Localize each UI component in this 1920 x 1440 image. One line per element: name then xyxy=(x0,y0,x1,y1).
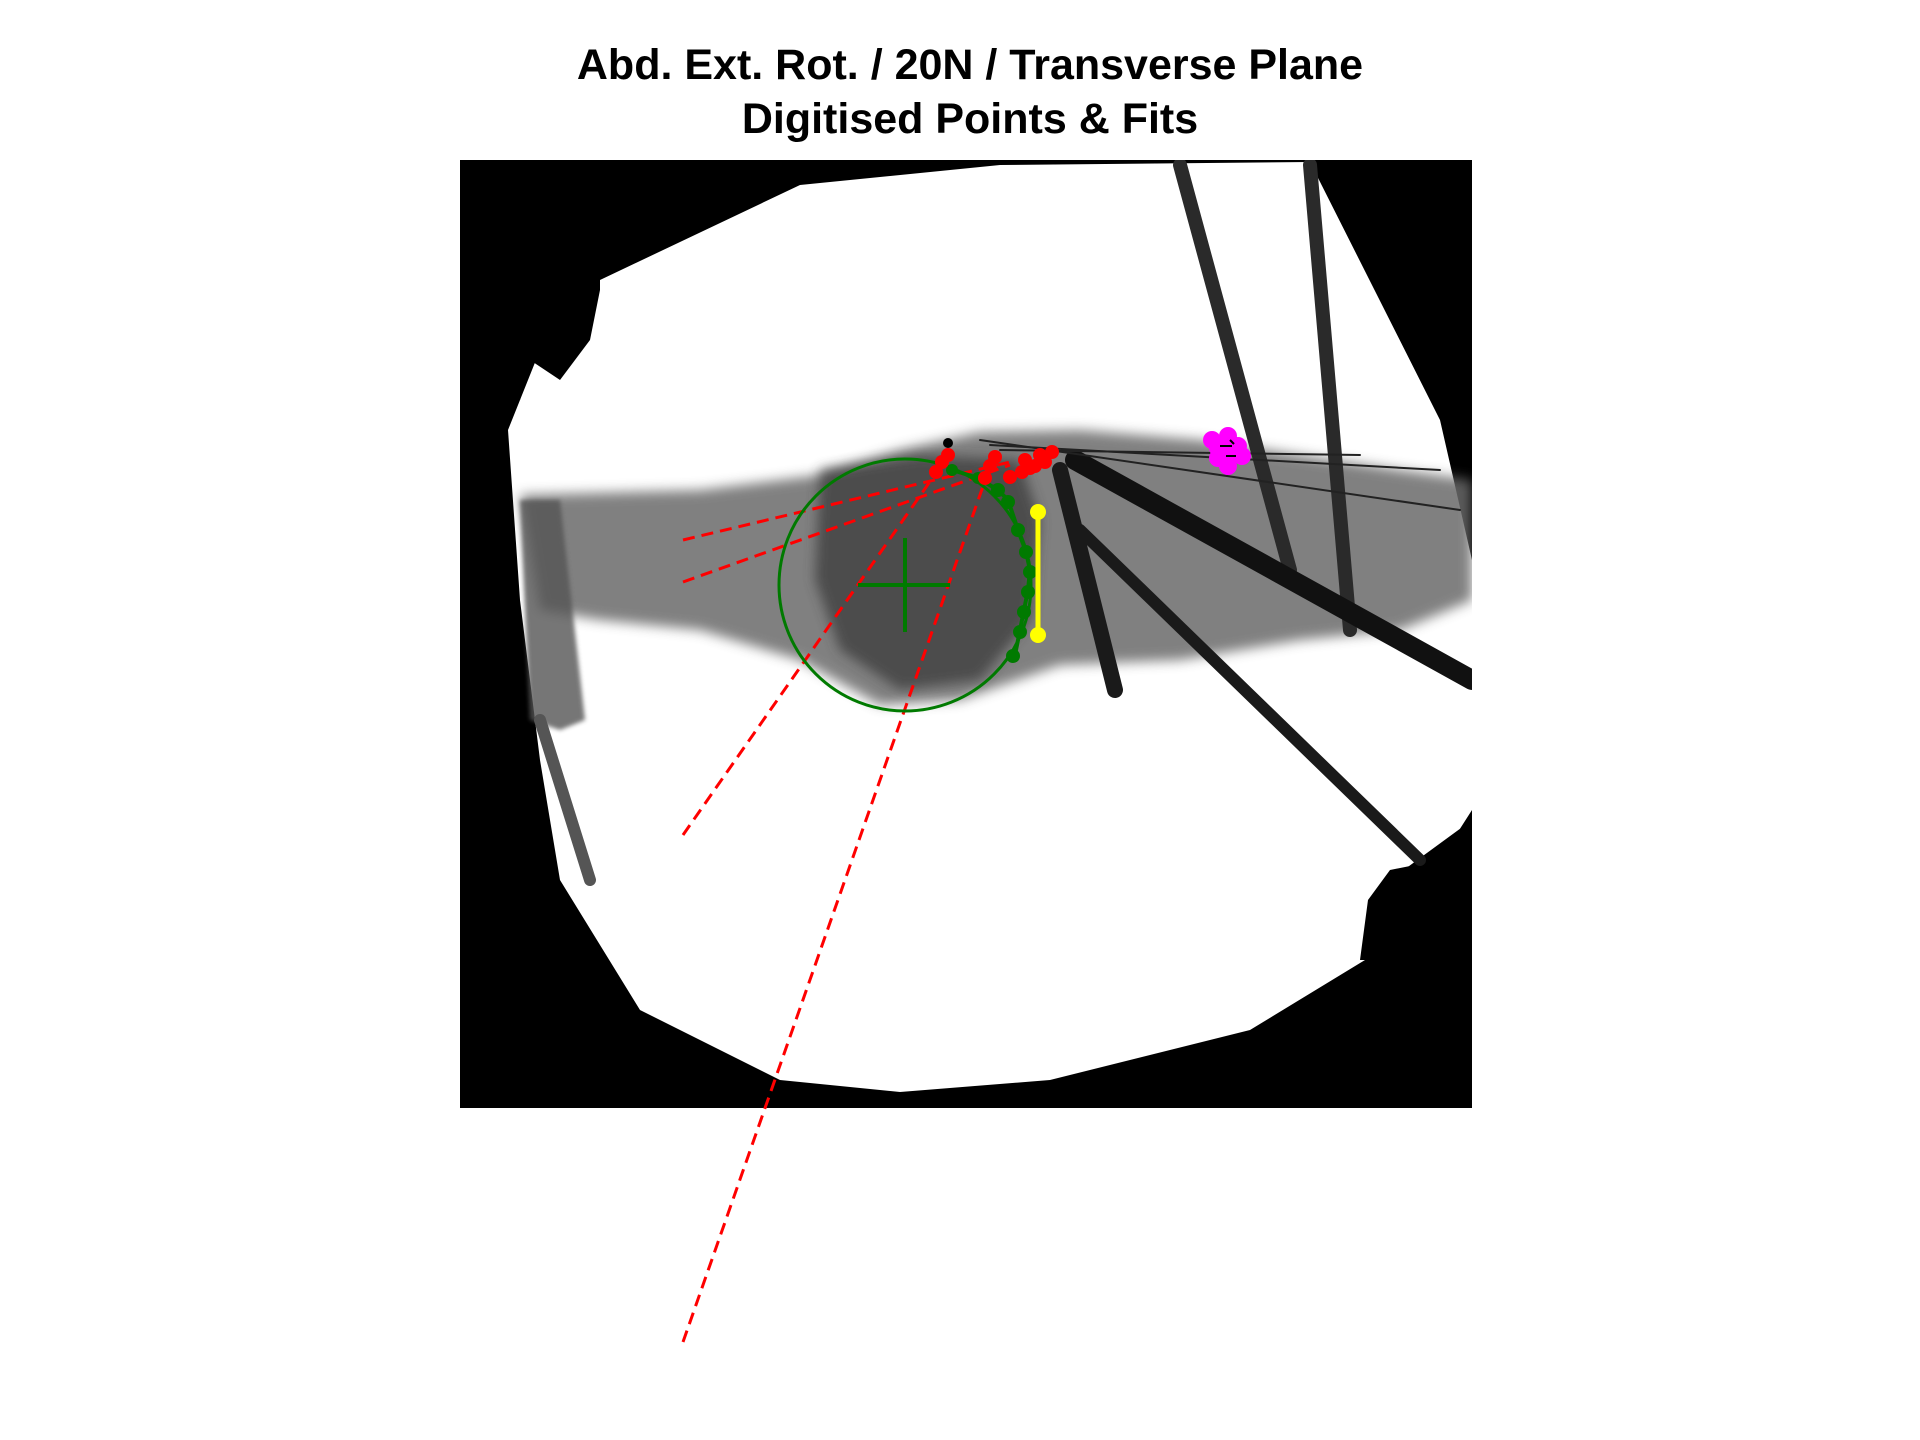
fit-line-3 xyxy=(681,459,947,836)
measure-line xyxy=(1030,504,1046,643)
fit-lines xyxy=(681,459,1011,1343)
xray-image xyxy=(460,160,1472,1108)
digitised-points xyxy=(929,445,1059,485)
fit-line-4 xyxy=(681,471,990,1343)
fixation-rods xyxy=(534,160,1472,886)
circle-fit xyxy=(777,457,1033,713)
marker-cluster-ticks xyxy=(1220,439,1236,457)
title-line-1: Abd. Ext. Rot. / 20N / Transverse Plane xyxy=(576,41,1364,89)
contour-points xyxy=(946,464,1037,663)
title-line-2: Digitised Points & Fits xyxy=(741,95,1199,143)
left-shaft xyxy=(520,500,585,730)
circle-centre-cross xyxy=(858,538,950,632)
marker-cluster xyxy=(1203,427,1251,475)
fit-overlay xyxy=(681,427,1251,1343)
figure-title: Abd. Ext. Rot. / 20N / Transverse Plane … xyxy=(0,38,1920,146)
holder-top-left xyxy=(460,160,600,400)
fit-line-2 xyxy=(682,463,1011,584)
holder-bottom-right xyxy=(1360,810,1472,960)
black-dot xyxy=(943,438,953,448)
